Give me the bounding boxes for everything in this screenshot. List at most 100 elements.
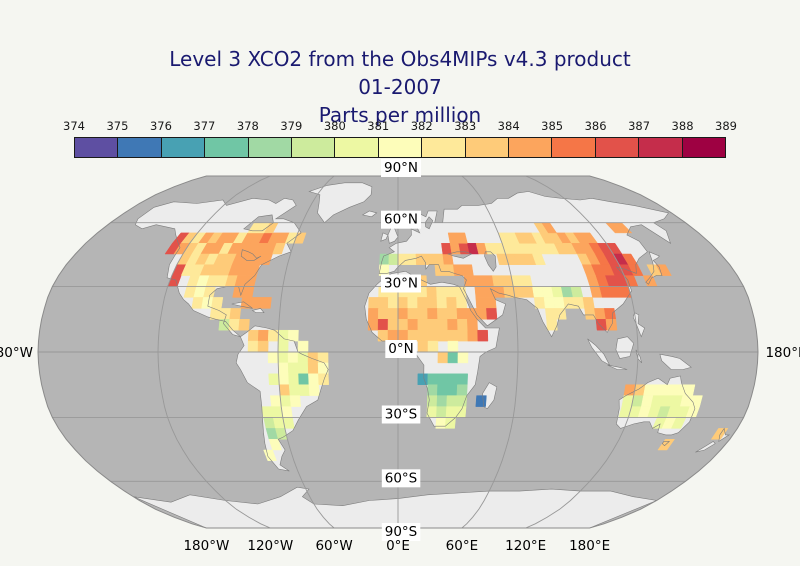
colorbar-segment [551, 138, 595, 157]
data-cell [241, 286, 255, 298]
data-cell [426, 297, 438, 309]
data-cell [456, 297, 468, 309]
data-cell [211, 297, 224, 309]
coastline [718, 427, 731, 443]
colorbar-tick: 379 [280, 119, 303, 133]
data-cell [277, 351, 289, 364]
lat-label: 90°N [381, 159, 421, 177]
data-cell [298, 384, 310, 396]
lat-label-text: 30°S [385, 407, 418, 423]
data-cell [493, 286, 506, 298]
lon-label: 120°W [247, 538, 293, 554]
coastline [645, 251, 663, 285]
colorbar-segment [117, 138, 161, 157]
lat-label-box [385, 340, 417, 358]
colorbar-segment [160, 138, 205, 157]
coastline [695, 441, 716, 453]
data-cell [247, 340, 259, 353]
data-cell [456, 384, 468, 396]
data-cell [279, 395, 292, 407]
data-cell [229, 308, 242, 320]
data-cell [417, 308, 428, 320]
colorbar-tick: 382 [410, 119, 433, 133]
data-cell [257, 340, 269, 353]
coastline [361, 210, 378, 218]
data-cell [545, 308, 557, 320]
data-cell [546, 319, 558, 331]
data-cell [308, 373, 320, 385]
data-cell [456, 308, 468, 320]
data-cell [407, 297, 418, 309]
data-cell [318, 373, 329, 385]
data-cell [463, 275, 476, 287]
data-cell [486, 308, 498, 320]
data-cell [268, 373, 280, 385]
lat-label-box [381, 523, 421, 541]
data-cell [387, 329, 399, 342]
landmass [133, 487, 657, 528]
lake [484, 251, 497, 272]
data-cell [417, 297, 428, 309]
data-cell [427, 384, 438, 396]
data-cell [457, 319, 468, 331]
data-cell [417, 373, 429, 385]
data-cell [453, 264, 465, 276]
data-cell [368, 297, 379, 309]
chart-title-block: Level 3 XCO2 from the Obs4MIPs v4.3 prod… [0, 45, 800, 129]
data-cell [582, 297, 595, 309]
data-cell [437, 319, 449, 331]
coastline [308, 182, 373, 224]
coastline [447, 251, 473, 259]
data-cell [457, 373, 468, 385]
edge-lon-label: 180°W [0, 345, 33, 361]
colorbar-tick: 374 [63, 119, 85, 133]
data-cell [397, 297, 409, 309]
data-cell [377, 308, 389, 320]
data-cell [278, 373, 290, 385]
colorbar-units-label: Parts per million [318, 103, 482, 127]
data-cell [267, 351, 279, 364]
colorbar-tick: 389 [715, 119, 737, 133]
data-cell [397, 308, 409, 320]
data-cell [238, 319, 250, 331]
data-cell [446, 308, 458, 320]
coastline [378, 191, 672, 338]
data-cell [447, 329, 459, 342]
colorbar-tick: 388 [671, 119, 694, 133]
lat-label-text: 60°N [384, 212, 418, 228]
colorbar-segment [377, 138, 422, 157]
colorbar-segment [421, 138, 465, 157]
data-cell [655, 264, 672, 276]
coastline [659, 353, 692, 370]
data-cell [289, 395, 301, 407]
data-cell [710, 428, 729, 440]
data-cell [209, 308, 222, 320]
landmass [633, 312, 645, 337]
landmass [309, 182, 372, 223]
data-cell [456, 232, 468, 244]
data-cell [437, 329, 449, 342]
data-cell [277, 362, 289, 375]
lat-label: 90°S [381, 523, 421, 541]
lat-label-box [381, 274, 421, 293]
data-cell [447, 373, 458, 385]
data-cell [388, 253, 399, 265]
landmass [659, 354, 692, 370]
data-cell [437, 373, 449, 385]
data-cell [475, 297, 487, 309]
data-cell [436, 286, 447, 298]
lat-label: 60°N [381, 210, 421, 229]
coastline [484, 251, 497, 272]
data-cell [435, 417, 447, 429]
data-cell [287, 329, 299, 342]
colorbar-tick: 387 [628, 119, 651, 133]
data-cell [447, 319, 458, 331]
data-cell [260, 297, 272, 309]
data-cell [436, 406, 447, 418]
data-cell [457, 329, 469, 342]
data-cell [272, 243, 286, 255]
data-cell [297, 340, 309, 353]
data-cell [377, 319, 389, 331]
coastline [661, 441, 671, 447]
coastline [616, 375, 696, 436]
